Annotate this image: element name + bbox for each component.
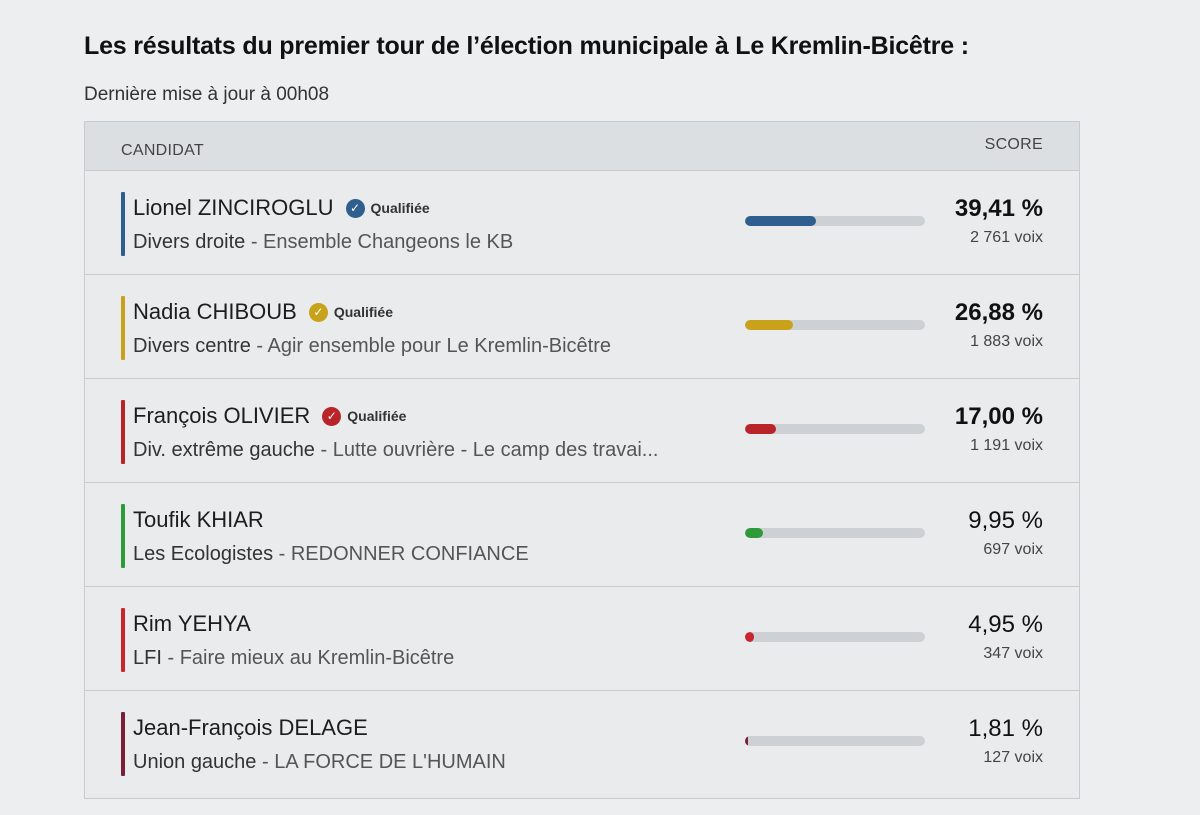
score-percent: 26,88 % (954, 299, 1043, 326)
score-votes: 1 883 voix (970, 333, 1043, 350)
table-row[interactable]: Lionel ZINCIROGLU ✓ Qualifiée Divers droite… (85, 171, 1079, 275)
party-nuance: Union gauche (133, 751, 257, 773)
column-header-candidate: CANDIDAT (121, 142, 204, 159)
party-color-accent (121, 400, 125, 464)
table-row[interactable]: François OLIVIER ✓ Qualifiée Div. extrême g… (85, 379, 1079, 483)
score-bar-fill (745, 216, 816, 226)
list-name: Lutte ouvrière - Le camp des travai... (332, 439, 659, 461)
score-percent: 17,00 % (954, 403, 1043, 430)
score-percent: 4,95 % (968, 611, 1043, 638)
candidate-name: Jean-François DELAGE (133, 715, 368, 740)
candidate-party: LFI - Faire mieux au Kremlin-Bicêtre (133, 647, 454, 670)
candidate-name: Toufik KHIAR (133, 507, 264, 532)
candidate-name: Nadia CHIBOUB (133, 299, 297, 324)
score-votes: 127 voix (983, 749, 1043, 766)
party-separator: - (314, 439, 333, 461)
candidate-name-line: Rim YEHYA (133, 611, 251, 637)
qualified-check-icon: ✓ (322, 406, 342, 426)
score-bar (745, 424, 925, 434)
page-title: Les résultats du premier tour de l’élect… (84, 32, 969, 60)
table-header: CANDIDAT SCORE (85, 122, 1079, 171)
party-separator: - (256, 751, 275, 773)
table-row[interactable]: Jean-François DELAGE Union gauche - LA FO… (85, 691, 1079, 794)
party-nuance: Divers droite (133, 231, 246, 253)
score-votes: 2 761 voix (970, 229, 1043, 246)
candidate-name: Rim YEHYA (133, 611, 251, 636)
party-color-accent (121, 192, 125, 256)
candidate-name-line: Toufik KHIAR (133, 507, 264, 533)
score-percent: 39,41 % (954, 195, 1043, 222)
party-separator: - (250, 335, 268, 357)
candidate-name-line: François OLIVIER ✓ Qualifiée (133, 403, 406, 429)
candidate-name-line: Jean-François DELAGE (133, 715, 368, 741)
qualified-label: Qualifiée (370, 200, 430, 216)
score-bar (745, 632, 925, 642)
party-nuance: Div. extrême gauche (133, 439, 315, 461)
candidate-party: Divers centre - Agir ensemble pour Le Kr… (133, 335, 611, 358)
party-color-accent (121, 608, 125, 672)
score-votes: 697 voix (983, 541, 1043, 558)
candidate-party: Div. extrême gauche - Lutte ouvrière - L… (133, 439, 658, 462)
party-separator: - (273, 543, 291, 565)
list-name: LA FORCE DE L'HUMAIN (274, 751, 506, 773)
party-nuance: Divers centre (133, 335, 251, 357)
score-bar-fill (745, 736, 749, 746)
score-votes: 1 191 voix (970, 437, 1043, 454)
qualified-label: Qualifiée (333, 304, 393, 320)
candidate-party: Divers droite - Ensemble Changeons le KB (133, 231, 513, 254)
last-updated: Dernière mise à jour à 00h08 (84, 84, 330, 105)
score-bar (745, 736, 925, 746)
list-name: Faire mieux au Kremlin-Bicêtre (179, 647, 455, 669)
column-header-score: SCORE (984, 136, 1043, 153)
score-votes: 347 voix (983, 645, 1043, 662)
results-table: CANDIDAT SCORE Lionel ZINCIROGLU ✓ Qualifi… (84, 121, 1080, 799)
score-bar (745, 528, 925, 538)
party-color-accent (121, 296, 125, 360)
candidate-name: François OLIVIER (133, 403, 311, 428)
candidate-party: Les Ecologistes - REDONNER CONFIANCE (133, 543, 529, 566)
candidate-list: Lionel ZINCIROGLU ✓ Qualifiée Divers droite… (85, 171, 1079, 794)
score-bar (745, 320, 925, 330)
score-bar-fill (745, 424, 776, 434)
score-bar-fill (745, 320, 794, 330)
table-row[interactable]: Toufik KHIAR Les Ecologistes - REDONNER C… (85, 483, 1079, 587)
candidate-name-line: Nadia CHIBOUB ✓ Qualifiée (133, 299, 393, 325)
score-bar-fill (745, 632, 754, 642)
party-nuance: Les Ecologistes (133, 543, 274, 565)
candidate-party: Union gauche - LA FORCE DE L'HUMAIN (133, 751, 506, 774)
party-separator: - (161, 647, 180, 669)
table-row[interactable]: Rim YEHYA LFI - Faire mieux au Kremlin-Bi… (85, 587, 1079, 691)
qualified-check-icon: ✓ (308, 302, 328, 322)
score-bar (745, 216, 925, 226)
party-color-accent (121, 504, 125, 568)
table-row[interactable]: Nadia CHIBOUB ✓ Qualifiée Divers centre - A… (85, 275, 1079, 379)
score-bar-fill (745, 528, 763, 538)
score-percent: 9,95 % (968, 507, 1043, 534)
party-color-accent (121, 712, 125, 776)
list-name: Agir ensemble pour Le Kremlin-Bicêtre (267, 335, 611, 357)
list-name: Ensemble Changeons le KB (263, 231, 514, 253)
party-nuance: LFI (133, 647, 162, 669)
list-name: REDONNER CONFIANCE (290, 543, 529, 565)
qualified-label: Qualifiée (347, 408, 407, 424)
qualified-check-icon: ✓ (345, 198, 365, 218)
candidate-name: Lionel ZINCIROGLU (133, 195, 334, 220)
party-separator: - (245, 231, 264, 253)
candidate-name-line: Lionel ZINCIROGLU ✓ Qualifiée (133, 195, 430, 221)
score-percent: 1,81 % (968, 715, 1043, 742)
